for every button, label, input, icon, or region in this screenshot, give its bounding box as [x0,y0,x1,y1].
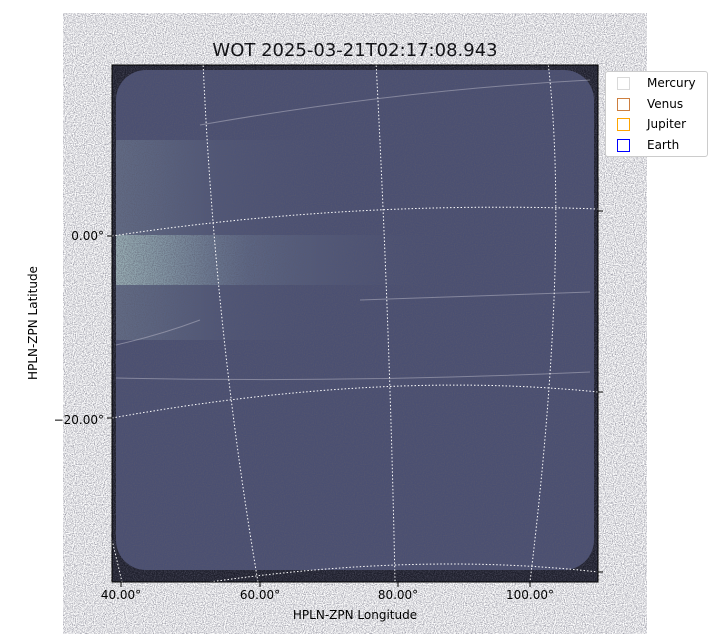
grid-lat [209,563,599,583]
legend-item-earth: Earth [617,135,679,155]
coordinate-grid [111,61,599,583]
legend-item-mercury: Mercury [617,73,696,93]
legend-swatch [617,117,630,131]
grid-lon [529,61,557,583]
y-tick-label: 0.00° [71,229,104,243]
legend-swatch [617,76,630,90]
legend-swatch [617,97,630,111]
streaks [115,79,591,381]
grid-lat [111,384,599,419]
image-noise [112,65,598,582]
legend-item-venus: Venus [617,94,683,114]
grid-lon [111,539,123,583]
legend: Mercury Venus Jupiter Earth [605,71,708,157]
y-axis-label: HPLN-ZPN Latitude [26,266,40,380]
x-tick-label: 80.00° [377,588,419,602]
legend-label: Earth [647,138,680,152]
legend-label: Mercury [647,76,696,90]
x-tick-label: 40.00° [100,588,142,602]
x-tick-label: 60.00° [239,588,281,602]
legend-label: Jupiter [647,117,687,131]
grid-lon [202,61,259,583]
y-tick-label: −20.00° [53,413,104,427]
x-tick-label: 100.00° [506,588,554,602]
legend-swatch [617,138,630,152]
legend-item-jupiter: Jupiter [617,114,686,134]
grid-lat [111,206,599,237]
legend-label: Venus [647,97,684,111]
chart-title: WOT 2025-03-21T02:17:08.943 [212,40,498,61]
axes-frame [111,64,599,583]
tick-marks [107,210,603,587]
x-axis-label: HPLN-ZPN Longitude [292,608,418,622]
